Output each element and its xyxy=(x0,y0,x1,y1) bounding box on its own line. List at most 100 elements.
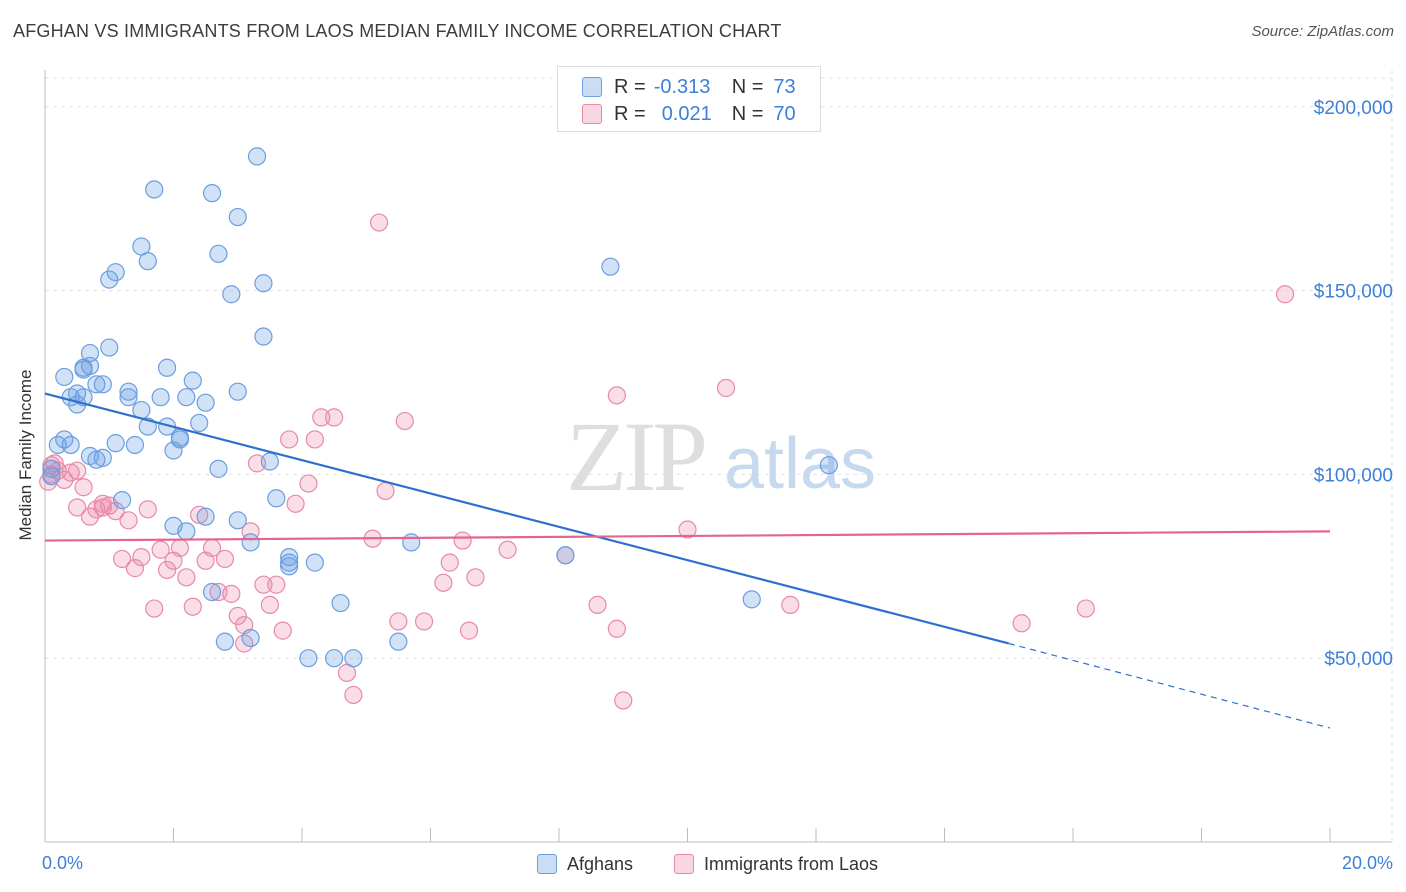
afghans-point xyxy=(119,382,138,401)
afghans-point xyxy=(177,388,196,407)
afghans-point xyxy=(55,367,74,387)
afghans-legend-label: Afghans xyxy=(567,853,634,874)
afghans-legend-swatch xyxy=(537,854,557,874)
afghans-point xyxy=(112,491,132,510)
afghans-point xyxy=(222,285,241,304)
laos-point xyxy=(434,573,453,592)
laos-point xyxy=(370,213,389,232)
tick-labels: $50,000 $100,000 $150,000 $200,000 0.0% 20.0% xyxy=(42,98,1393,873)
afghans-point xyxy=(254,327,273,346)
laos-point xyxy=(1076,599,1095,618)
stats-row-laos: R = 0.021 N = 70 xyxy=(582,102,796,126)
afghans-point xyxy=(196,393,215,412)
axes xyxy=(44,70,1392,843)
afghans-point xyxy=(190,413,209,433)
laos-point xyxy=(112,549,132,569)
x-tick-label-max: 20.0% xyxy=(1342,853,1393,873)
laos-point xyxy=(459,621,479,640)
afghans-point xyxy=(196,507,215,526)
laos-point xyxy=(678,520,697,539)
afghans-point xyxy=(241,628,260,648)
afghans-point xyxy=(93,448,112,467)
afghans-point xyxy=(325,649,344,668)
y-tick-label: $100,000 xyxy=(1314,465,1393,486)
afghans-point xyxy=(389,632,408,651)
laos-point xyxy=(286,494,305,513)
afghans-point xyxy=(280,553,299,572)
afghans-point xyxy=(228,382,247,401)
laos-point xyxy=(170,538,190,558)
afghans-point xyxy=(215,632,234,651)
laos-point xyxy=(80,507,100,526)
laos-trend-line xyxy=(44,530,1331,542)
afghans-point xyxy=(138,252,157,271)
afghans-point xyxy=(177,522,196,541)
laos-point xyxy=(344,685,363,705)
afghans-point xyxy=(260,452,279,471)
chart-title: AFGHAN VS IMMIGRANTS FROM LAOS MEDIAN FA… xyxy=(13,21,782,41)
laos-point xyxy=(498,540,517,559)
laos-point xyxy=(607,386,626,405)
afghans-point xyxy=(241,533,260,552)
afghans-point xyxy=(402,533,421,552)
afghans-point xyxy=(228,511,247,530)
laos-point xyxy=(299,474,318,493)
laos-point xyxy=(68,498,87,517)
afghans-point xyxy=(87,450,106,469)
laos-point xyxy=(305,430,324,449)
laos-point xyxy=(145,599,164,618)
laos-point xyxy=(389,612,408,631)
laos-point xyxy=(74,478,93,497)
laos-point xyxy=(325,408,344,427)
laos-point xyxy=(267,575,286,594)
afghans-point xyxy=(601,257,620,276)
afghans-point xyxy=(331,593,350,613)
laos-point xyxy=(440,553,459,572)
laos-point xyxy=(716,378,736,398)
laos-point xyxy=(607,619,626,638)
laos-point xyxy=(119,511,138,530)
afghans-point xyxy=(299,649,318,668)
laos-point xyxy=(183,597,202,616)
laos-point xyxy=(157,560,177,580)
afghans-trend-line xyxy=(44,392,1010,645)
laos-point xyxy=(453,531,472,550)
afghans-point xyxy=(145,180,164,199)
afghans-point xyxy=(61,435,80,455)
laos-point xyxy=(151,540,170,559)
afghans-point xyxy=(93,375,112,394)
afghans-point xyxy=(157,358,177,377)
laos-point xyxy=(588,595,607,614)
laos-legend-label: Immigrants from Laos xyxy=(704,853,879,874)
laos-legend-swatch xyxy=(674,854,694,874)
legend-item-afghans: Afghans xyxy=(537,851,633,877)
laos-point xyxy=(466,568,485,587)
laos-point xyxy=(215,549,234,569)
afghans-point xyxy=(280,547,299,567)
n-value: 73 xyxy=(773,75,796,98)
y-tick-label: $150,000 xyxy=(1314,282,1393,303)
laos-point xyxy=(414,612,434,631)
afghans-point xyxy=(170,428,190,447)
afghans-point xyxy=(100,270,119,289)
laos-point xyxy=(1275,285,1295,304)
laos-point xyxy=(781,595,800,614)
trend-lines xyxy=(44,392,1331,729)
legend-item-laos: Immigrants from Laos xyxy=(674,851,878,877)
afghans-point xyxy=(742,590,761,609)
x-tick-label-min: 0.0% xyxy=(42,853,83,873)
laos-point xyxy=(273,621,292,640)
afghans-point xyxy=(247,147,267,166)
watermark: ZIP atlas xyxy=(566,401,876,512)
watermark-atlas: atlas xyxy=(724,424,876,504)
laos-point xyxy=(376,481,395,501)
n-value: 70 xyxy=(773,102,796,125)
n-label: N = xyxy=(731,102,764,125)
laos-point xyxy=(132,547,151,567)
laos-point xyxy=(312,408,331,427)
source-credit: Source: ZipAtlas.com xyxy=(1251,23,1394,40)
afghans-point xyxy=(209,244,228,263)
afghans-point xyxy=(305,553,324,572)
afghans-point xyxy=(42,467,61,486)
